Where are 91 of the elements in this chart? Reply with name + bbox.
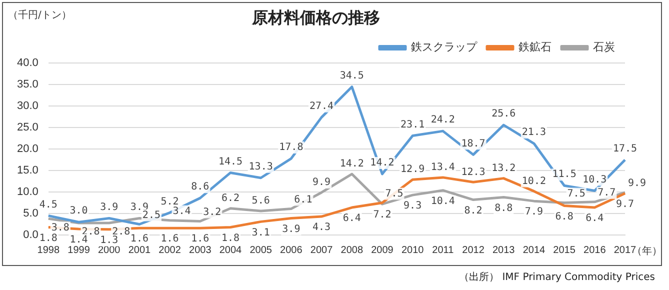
data-label: 3.0	[70, 206, 88, 217]
data-label: 6.8	[555, 211, 574, 222]
data-label: 17.8	[279, 142, 304, 154]
data-label: 34.5	[340, 70, 364, 82]
data-label: 21.3	[522, 127, 546, 138]
y-tick-label: 20.0	[16, 143, 38, 156]
data-label: 9.7	[616, 198, 634, 210]
x-tick-label: 2000	[98, 244, 121, 256]
data-label: 8.2	[464, 205, 482, 216]
data-label: 3.4	[172, 206, 191, 217]
data-label: 1.6	[130, 234, 148, 245]
data-label: 7.9	[524, 206, 543, 218]
data-label: 10.3	[582, 174, 607, 186]
data-label: 23.1	[400, 119, 425, 130]
data-label: 14.2	[370, 158, 394, 169]
y-tick-label: 5.0	[23, 208, 38, 220]
y-tick-label: 25.0	[16, 122, 38, 134]
data-label: 3.8	[51, 222, 70, 234]
data-label: 6.4	[586, 213, 604, 224]
x-tick-label: 2007	[310, 244, 334, 256]
data-label: 6.1	[294, 194, 312, 206]
data-label: 1.6	[160, 234, 179, 245]
chart-title: 原材料価格の推移	[251, 8, 380, 27]
x-tick-label: 2017	[614, 244, 637, 256]
data-label: 17.5	[612, 143, 638, 154]
data-label: 24.2	[430, 114, 455, 126]
data-label: 14.5	[218, 156, 243, 168]
data-label: 9.9	[628, 178, 646, 190]
y-axis-title: （千円/トン）	[8, 8, 72, 22]
data-label: 9.9	[312, 177, 331, 188]
legend-label: 石炭	[593, 40, 615, 54]
text: （出所） IMF Primary Commodity Prices	[459, 270, 655, 284]
y-tick-label: 0.0	[23, 229, 38, 242]
data-label: 14.2	[340, 158, 364, 170]
y-tick-label: 35.0	[16, 78, 38, 91]
x-tick-label: 2014	[522, 244, 546, 256]
data-label: 25.6	[492, 108, 516, 120]
data-label: 8.8	[494, 202, 513, 214]
data-label: 7.7	[598, 188, 616, 199]
data-label: 7.2	[373, 210, 392, 221]
x-tick-label: 2013	[492, 244, 516, 256]
legend-label: 鉄鉱石	[518, 40, 552, 54]
data-label: 10.4	[430, 196, 455, 207]
data-label: 6.4	[342, 213, 361, 224]
data-label: 6.2	[221, 192, 240, 204]
data-label: 3.9	[100, 202, 118, 213]
y-tick-label: 10.0	[16, 186, 38, 198]
data-label: 11.5	[552, 169, 576, 180]
x-tick-label: 2001	[128, 244, 152, 256]
x-tick-label: 2015	[553, 244, 576, 256]
y-tick-label: 15.0	[16, 164, 38, 177]
data-label: 1.8	[221, 232, 240, 244]
x-tick-label: 2009	[371, 244, 394, 256]
data-label: 1.3	[100, 235, 118, 246]
data-label: 2.5	[142, 210, 160, 221]
data-label: 13.3	[248, 161, 273, 172]
data-label: 27.4	[309, 100, 334, 112]
data-label: 10.2	[522, 176, 546, 187]
data-label: 9.3	[404, 200, 422, 212]
x-tick-label: 2003	[189, 244, 212, 256]
data-label: 4.5	[39, 199, 58, 210]
x-tick-label: 2004	[219, 244, 242, 256]
data-label: 3.2	[203, 206, 222, 218]
x-tick-label: 2010	[401, 244, 424, 256]
data-label: 4.3	[312, 222, 331, 234]
x-tick-label: 2008	[340, 244, 364, 256]
data-label: 1.6	[191, 234, 210, 245]
data-label: 5.6	[252, 196, 270, 207]
data-label: 3.1	[252, 227, 270, 238]
y-tick-label: 30.0	[16, 100, 38, 112]
data-label: 13.2	[492, 162, 516, 174]
data-label: 12.9	[400, 164, 425, 176]
x-tick-label: 2012	[462, 244, 485, 256]
x-tick-label: 2005	[250, 244, 272, 256]
x-tick-label: 2002	[158, 244, 182, 256]
x-tick-label: 2006	[280, 244, 303, 256]
x-tick-label: 2016	[584, 244, 606, 256]
x-tick-label: 2011	[432, 244, 454, 256]
x-tick-label: 1999	[68, 244, 90, 256]
data-label: 18.7	[461, 138, 486, 150]
data-label: 1.8	[39, 232, 58, 244]
data-label: 5.2	[160, 196, 179, 208]
legend-label: 鉄スクラップ	[411, 40, 478, 54]
x-tick-label: 1998	[37, 244, 60, 256]
y-tick-label: 40.0	[16, 57, 38, 70]
data-label: 12.3	[461, 166, 486, 178]
data-label: 7.5	[385, 188, 404, 200]
data-label: 7.5	[567, 188, 586, 200]
data-label: 8.6	[191, 182, 210, 193]
data-label: 13.4	[430, 162, 455, 174]
data-label: 3.9	[282, 224, 300, 235]
